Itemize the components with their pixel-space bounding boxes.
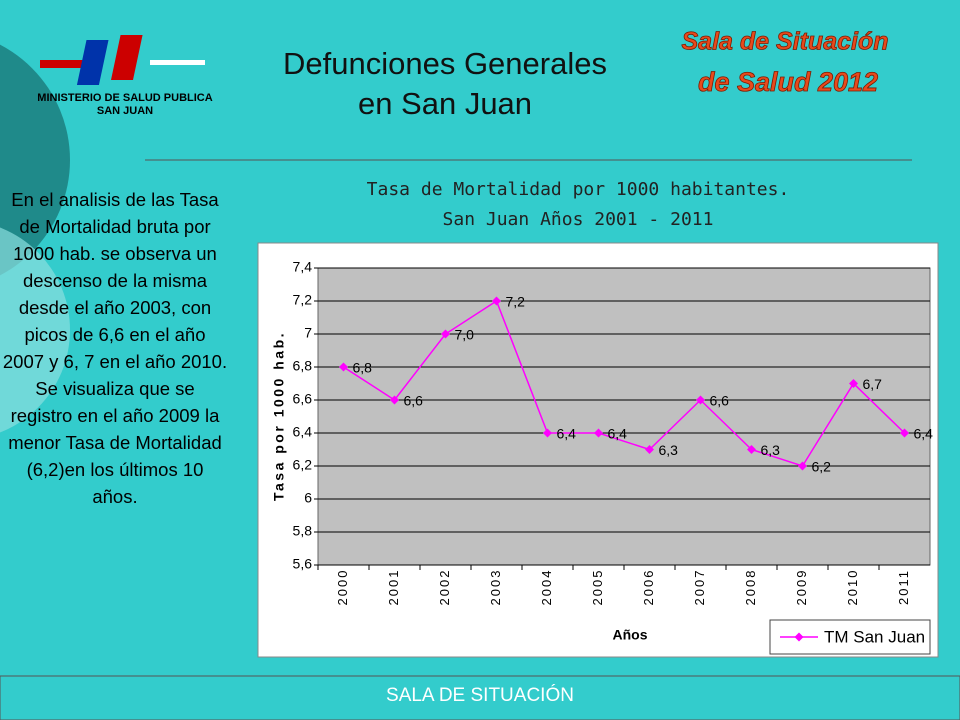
deco-circle [0, 227, 70, 433]
y-tick-label: 6,6 [293, 391, 313, 407]
data-point [441, 329, 450, 339]
x-axis-label: Años [613, 627, 648, 643]
data-point [849, 379, 858, 388]
x-tick-label: 2009 [794, 569, 809, 606]
data-point [594, 428, 603, 438]
data-point [492, 296, 501, 306]
x-tick-label: 2000 [335, 569, 350, 606]
sidebar-text: En el analisis de las Tasa de Mortalidad… [2, 189, 228, 507]
y-tick-label: 7,2 [293, 292, 313, 308]
data-point [645, 445, 654, 454]
y-tick-label: 7 [304, 325, 312, 341]
slide-title: en San Juan [358, 86, 532, 121]
y-axis-label: Tasa por 1000 hab. [271, 331, 287, 501]
data-point [390, 395, 399, 405]
y-tick-label: 6,4 [293, 424, 313, 440]
deco-circle [0, 44, 70, 276]
data-label: 6,4 [914, 426, 934, 442]
logo-mark [76, 40, 109, 85]
x-tick-label: 2008 [743, 569, 758, 606]
logo-mark [110, 35, 143, 80]
y-tick-label: 6,8 [293, 358, 313, 374]
data-label: 6,7 [863, 376, 883, 392]
data-label: 7,2 [506, 294, 526, 310]
y-tick-label: 6 [304, 490, 312, 506]
badge-text: de Salud 2012 [698, 67, 878, 97]
y-tick-label: 5,6 [293, 556, 313, 572]
x-tick-label: 2001 [386, 569, 401, 606]
x-tick-label: 2003 [488, 569, 503, 606]
data-label: 6,6 [404, 393, 424, 409]
chart-subtitle: San Juan Años 2001 - 2011 [443, 209, 714, 230]
data-label: 6,4 [608, 426, 628, 442]
badge-text: Sala de Situación [681, 28, 888, 56]
data-label: 6,3 [659, 442, 679, 458]
x-tick-label: 2002 [437, 569, 452, 606]
x-tick-label: 2004 [539, 569, 554, 606]
logo-text: MINISTERIO DE SALUD PUBLICA [37, 92, 212, 104]
y-tick-label: 5,8 [293, 523, 313, 539]
logo: MINISTERIO DE SALUD PUBLICA SAN JUAN [37, 35, 213, 117]
logo-bar [150, 60, 205, 65]
data-point [339, 362, 348, 372]
data-point [543, 428, 552, 438]
data-point [798, 461, 807, 471]
x-tick-label: 2010 [845, 569, 860, 606]
plot-area [317, 267, 931, 566]
data-point [696, 395, 705, 405]
footer-text: SALA DE SITUACIÓN [386, 684, 574, 706]
data-label: 6,4 [557, 426, 577, 442]
logo-bar [40, 60, 90, 68]
y-tick-label: 7,4 [293, 259, 313, 275]
footer-bar [0, 675, 960, 720]
legend-marker [794, 632, 804, 642]
x-tick-label: 2007 [692, 569, 707, 606]
x-tick-label: 2011 [896, 569, 911, 605]
logo-text: SAN JUAN [97, 105, 153, 117]
legend-label: TM San Juan [824, 627, 925, 646]
data-point [900, 428, 909, 438]
y-tick-label: 6,2 [293, 457, 313, 473]
data-point [747, 445, 756, 454]
x-tick-label: 2006 [641, 569, 656, 606]
data-label: 7,0 [455, 327, 475, 343]
x-tick-label: 2005 [590, 569, 605, 606]
data-label: 6,8 [353, 360, 373, 376]
chart-title: Tasa de Mortalidad por 1000 habitantes. [367, 179, 790, 200]
data-label: 6,3 [761, 442, 781, 458]
series-line [343, 299, 906, 467]
data-label: 6,6 [710, 393, 730, 409]
slide-title: Defunciones Generales [283, 46, 607, 81]
data-label: 6,2 [812, 459, 832, 475]
